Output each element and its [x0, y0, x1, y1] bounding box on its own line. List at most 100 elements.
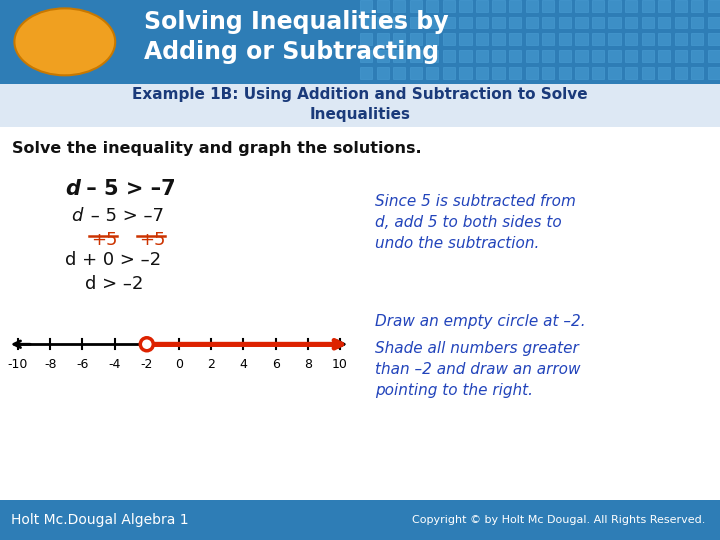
- FancyBboxPatch shape: [675, 17, 687, 29]
- FancyBboxPatch shape: [608, 67, 621, 79]
- Text: -2: -2: [140, 358, 153, 372]
- FancyBboxPatch shape: [360, 17, 372, 29]
- Text: Example 1B: Using Addition and Subtraction to Solve
Inequalities: Example 1B: Using Addition and Subtracti…: [132, 87, 588, 122]
- FancyBboxPatch shape: [542, 67, 554, 79]
- FancyBboxPatch shape: [592, 33, 604, 45]
- FancyBboxPatch shape: [426, 67, 438, 79]
- Text: -10: -10: [8, 358, 28, 372]
- FancyBboxPatch shape: [575, 50, 588, 62]
- Text: Since 5 is subtracted from
d, add 5 to both sides to
undo the subtraction.: Since 5 is subtracted from d, add 5 to b…: [375, 194, 576, 251]
- FancyBboxPatch shape: [642, 67, 654, 79]
- FancyBboxPatch shape: [642, 17, 654, 29]
- FancyBboxPatch shape: [492, 33, 505, 45]
- FancyBboxPatch shape: [459, 67, 472, 79]
- FancyBboxPatch shape: [360, 33, 372, 45]
- FancyBboxPatch shape: [592, 67, 604, 79]
- FancyBboxPatch shape: [691, 17, 703, 29]
- FancyBboxPatch shape: [675, 0, 687, 12]
- Text: Shade all numbers greater
than –2 and draw an arrow
pointing to the right.: Shade all numbers greater than –2 and dr…: [375, 341, 580, 398]
- FancyBboxPatch shape: [410, 67, 422, 79]
- Text: d > –2: d > –2: [85, 275, 143, 293]
- Text: 0: 0: [175, 358, 183, 372]
- FancyBboxPatch shape: [542, 17, 554, 29]
- FancyBboxPatch shape: [459, 33, 472, 45]
- FancyBboxPatch shape: [642, 33, 654, 45]
- Circle shape: [140, 338, 153, 351]
- FancyBboxPatch shape: [675, 33, 687, 45]
- FancyBboxPatch shape: [542, 0, 554, 12]
- FancyBboxPatch shape: [410, 17, 422, 29]
- Text: d: d: [71, 207, 82, 225]
- FancyBboxPatch shape: [691, 50, 703, 62]
- Text: +5: +5: [139, 231, 166, 249]
- FancyBboxPatch shape: [575, 0, 588, 12]
- Text: Solving Inequalities by
Adding or Subtracting: Solving Inequalities by Adding or Subtra…: [144, 10, 449, 64]
- FancyBboxPatch shape: [393, 33, 405, 45]
- FancyBboxPatch shape: [675, 50, 687, 62]
- Text: -6: -6: [76, 358, 89, 372]
- FancyBboxPatch shape: [509, 0, 521, 12]
- FancyBboxPatch shape: [443, 0, 455, 12]
- FancyBboxPatch shape: [509, 50, 521, 62]
- FancyBboxPatch shape: [476, 17, 488, 29]
- FancyBboxPatch shape: [443, 33, 455, 45]
- FancyBboxPatch shape: [509, 67, 521, 79]
- FancyBboxPatch shape: [708, 50, 720, 62]
- FancyBboxPatch shape: [360, 67, 372, 79]
- FancyBboxPatch shape: [377, 33, 389, 45]
- FancyBboxPatch shape: [459, 17, 472, 29]
- Text: d + 0 > –2: d + 0 > –2: [65, 251, 161, 269]
- FancyBboxPatch shape: [492, 50, 505, 62]
- FancyBboxPatch shape: [393, 17, 405, 29]
- FancyBboxPatch shape: [592, 17, 604, 29]
- FancyBboxPatch shape: [393, 67, 405, 79]
- FancyBboxPatch shape: [575, 33, 588, 45]
- FancyBboxPatch shape: [625, 67, 637, 79]
- FancyBboxPatch shape: [592, 50, 604, 62]
- FancyBboxPatch shape: [542, 33, 554, 45]
- FancyBboxPatch shape: [708, 33, 720, 45]
- FancyBboxPatch shape: [658, 50, 670, 62]
- FancyBboxPatch shape: [526, 33, 538, 45]
- FancyBboxPatch shape: [360, 0, 372, 12]
- Text: -8: -8: [44, 358, 56, 372]
- FancyBboxPatch shape: [476, 50, 488, 62]
- Text: 4: 4: [240, 358, 248, 372]
- FancyBboxPatch shape: [476, 67, 488, 79]
- FancyBboxPatch shape: [559, 17, 571, 29]
- FancyBboxPatch shape: [509, 17, 521, 29]
- FancyBboxPatch shape: [410, 33, 422, 45]
- FancyBboxPatch shape: [559, 0, 571, 12]
- FancyBboxPatch shape: [377, 17, 389, 29]
- FancyBboxPatch shape: [426, 50, 438, 62]
- FancyBboxPatch shape: [625, 33, 637, 45]
- FancyBboxPatch shape: [608, 50, 621, 62]
- FancyBboxPatch shape: [393, 50, 405, 62]
- FancyBboxPatch shape: [426, 17, 438, 29]
- FancyBboxPatch shape: [393, 0, 405, 12]
- FancyBboxPatch shape: [542, 50, 554, 62]
- Text: 10: 10: [332, 358, 348, 372]
- Text: – 5 > –7: – 5 > –7: [79, 179, 176, 199]
- Text: Holt Mc.Dougal Algebra 1: Holt Mc.Dougal Algebra 1: [11, 513, 189, 526]
- FancyBboxPatch shape: [443, 17, 455, 29]
- FancyBboxPatch shape: [658, 17, 670, 29]
- FancyBboxPatch shape: [708, 67, 720, 79]
- FancyBboxPatch shape: [377, 50, 389, 62]
- FancyBboxPatch shape: [691, 67, 703, 79]
- FancyBboxPatch shape: [492, 0, 505, 12]
- FancyBboxPatch shape: [608, 33, 621, 45]
- FancyBboxPatch shape: [642, 0, 654, 12]
- FancyBboxPatch shape: [575, 17, 588, 29]
- FancyBboxPatch shape: [658, 33, 670, 45]
- FancyBboxPatch shape: [509, 33, 521, 45]
- FancyBboxPatch shape: [658, 0, 670, 12]
- FancyBboxPatch shape: [691, 33, 703, 45]
- FancyBboxPatch shape: [691, 0, 703, 12]
- FancyBboxPatch shape: [476, 0, 488, 12]
- FancyBboxPatch shape: [658, 67, 670, 79]
- FancyBboxPatch shape: [492, 67, 505, 79]
- Text: Copyright © by Holt Mc Dougal. All Rights Reserved.: Copyright © by Holt Mc Dougal. All Right…: [413, 515, 706, 525]
- FancyBboxPatch shape: [426, 33, 438, 45]
- FancyBboxPatch shape: [526, 17, 538, 29]
